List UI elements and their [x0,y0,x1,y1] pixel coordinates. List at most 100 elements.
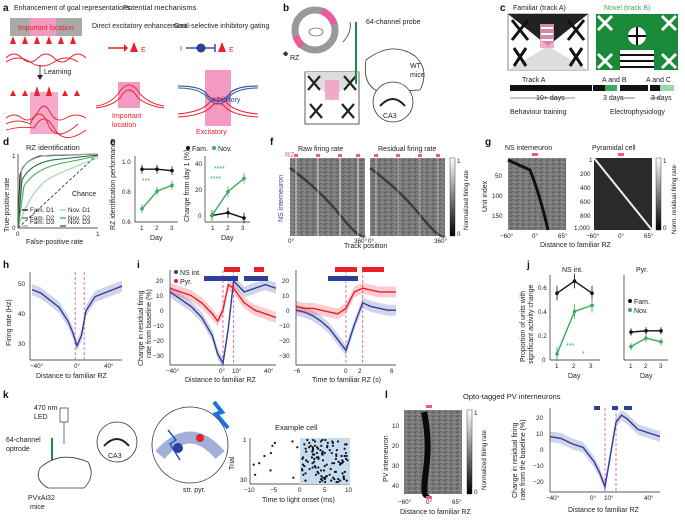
jRightPlot-point-0-2 [659,329,663,333]
k-spike-24-1 [302,473,305,476]
k-spike-19-2 [314,466,317,469]
g-xtick-a0: −60° [500,232,514,240]
j-star: * [582,351,585,358]
k-spike-pre-26-0 [292,476,295,479]
k-spike-29-0 [318,480,322,484]
k-spike-4-4 [313,444,317,447]
i2-ytick-0: 0 [286,308,290,315]
e-left-ytick-2: 1.0 [122,159,131,166]
k-spike-19-1 [311,466,314,469]
l-xtick-m60: −60° [398,498,412,506]
eLeftPlot-point-1-0 [140,207,144,211]
important-location-label-2b: location [112,122,136,129]
d-leg-nov3: Nov. D3 [68,219,91,226]
panel-label-d: d [3,137,9,148]
h-xtick-1: 0° [74,362,81,370]
k-spike-18-0 [323,465,326,468]
days3a-label: 3 days [603,95,624,102]
jLeftPlot-point-0-0 [555,291,559,296]
i-right-sig-bars [328,267,384,281]
important-location-label-1: Important location [18,25,74,32]
f-ns-label: NS interneuron [278,175,285,222]
i-xtick2-2: 2 [358,368,362,375]
e-right-xtick-2: 2 [226,225,230,232]
i2-ytick-m10: −10 [279,323,290,330]
g-cbar-0: 0 [663,225,667,232]
important-location-label-2a: Important [112,113,142,120]
eLeftPlot-point-1-2 [170,183,174,188]
k-spike-21-2 [301,469,304,472]
k-spike-22-2 [343,470,346,473]
jLeftPlot-point-1-2 [590,303,594,308]
jRightPlot-point-0-1 [644,329,648,333]
g-heatmap-pyr [593,153,653,231]
f-cbar-0: 0 [457,231,461,238]
panel-label-g: g [485,137,491,148]
panel-a-title: Enhancement of goal representations [14,5,131,12]
k-spike-19-0 [317,466,320,469]
panel-b-schematic: RZ 64-channel probe WT mice CA3 [283,6,425,125]
g-colorbar [655,157,662,231]
g-xtick-b1: 0° [618,232,625,240]
probe-label: 64-channel probe [366,19,421,26]
g-ytick2-1000: 1,000 [574,225,590,232]
k-spike-8-2 [305,450,308,453]
f-raw-title: Raw firing rate [298,146,343,153]
j-xlabel-2: Day [640,373,653,380]
k-spike-7-2 [319,449,322,452]
k-spike-17-1 [325,463,328,466]
jLeftPlot-point-1-1 [572,309,577,314]
AandB-label: A and B [602,77,627,84]
k-spike-9-0 [330,451,333,455]
l-title: Opto-tagged PV interneurons [463,392,561,401]
i-ylabel-2: rate from baseline (%) [146,289,153,358]
k-spike-15-3 [313,460,316,463]
k-spike-9-2 [315,451,319,455]
iRightPlot-line-NS int. [295,301,396,352]
e-right-stars-1: **** [214,166,225,173]
k-spike-4-0 [309,444,312,447]
ca3-label-b: CA3 [383,113,397,120]
e-right-xlabel: Day [221,235,234,242]
l2-axes [549,408,660,493]
rz-label-b: RZ [290,55,300,62]
f-xtick-0b: 0° [368,237,375,245]
f-heatmap-raw [289,154,366,238]
e-right-axes [204,156,250,223]
g-xlabel: Distance to familiar RZ [540,242,612,249]
gating-label: Goal-selective inhibitory gating [174,23,269,30]
lRightPlot-line-pv [549,414,661,490]
eLeftPlot-point-0-2 [170,168,174,173]
gating-schematic: I E Inhibitory Excitatory [177,42,259,136]
learning-label: Learning [44,69,71,76]
i-ytick-m10: −10 [153,323,164,330]
k-spike-15-1 [337,460,340,463]
i2-ytick-m20: −20 [279,338,290,345]
k-spike-29-2 [336,480,340,484]
i-right-axes [295,270,396,366]
direct-schematic: E Important location [95,42,165,129]
i-label: I [180,46,182,53]
k-spike-24-0 [314,473,318,476]
k-spike-13-4 [317,457,320,460]
l2-xlabel: Distance to familiar RZ [568,507,640,514]
d-chance-label: Chance [72,191,96,198]
d-roc-curves [17,153,99,229]
j-xtick-3a: 3 [589,363,593,370]
i-ylabel-1: Change in residual firing [138,290,145,366]
k-spike-0-3 [324,438,327,442]
e-leg-nov: Nov. [218,146,232,153]
k-spike-15-2 [342,460,345,463]
i-left-sig-bars [204,267,268,281]
k-spike-27-3 [337,478,340,481]
i-xtick1-1: 0° [219,367,226,375]
i-xtick1-3: 40° [264,367,274,375]
f-xtick-360b: 360° [434,237,448,245]
l-xtick-0: 0° [426,498,433,506]
k-strpyr-label: str. pyr. [183,487,206,494]
k-spike-2-0 [331,441,335,444]
k-spike-6-1 [304,447,307,450]
l2-ytick-0: 0 [540,447,544,454]
days3b-label: 3 days [651,95,672,102]
d-leg-fam1: Fam. D1 [30,207,55,214]
